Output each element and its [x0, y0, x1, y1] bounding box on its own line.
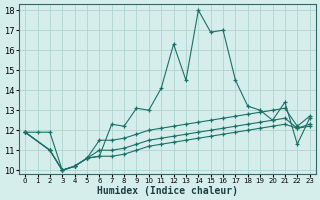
X-axis label: Humidex (Indice chaleur): Humidex (Indice chaleur) [97, 186, 238, 196]
